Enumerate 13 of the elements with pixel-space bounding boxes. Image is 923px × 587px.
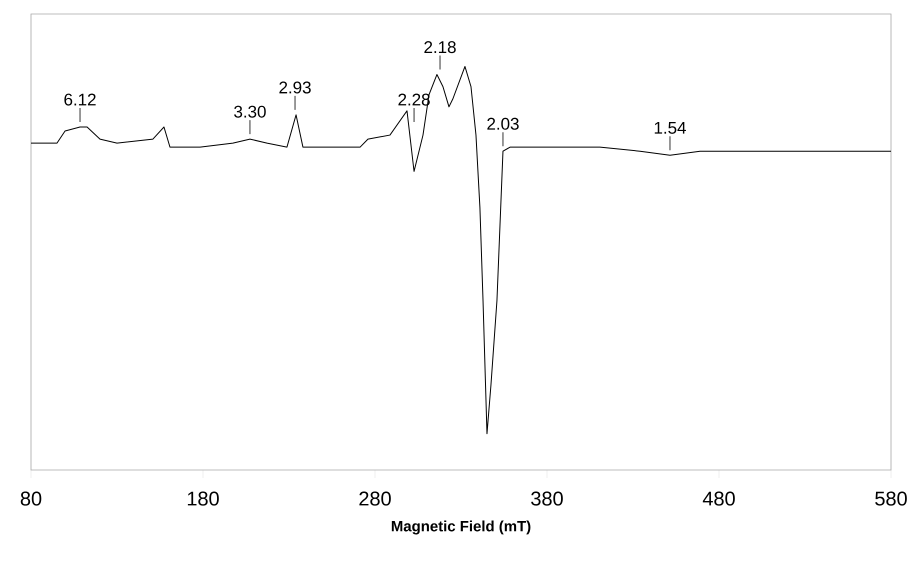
annotation: 6.12: [64, 94, 96, 106]
annotation: 1.54: [654, 122, 686, 134]
annotation: 3.30: [234, 106, 266, 118]
annotation: 2.03: [487, 118, 519, 130]
annotation: 2.18: [424, 41, 456, 54]
x-tick-label: 480: [702, 492, 735, 506]
x-axis-title: Magnetic Field (mT): [392, 520, 530, 534]
annotation: 2.93: [279, 81, 311, 94]
x-tick-label: 180: [188, 492, 219, 506]
x-tick-label: 280: [359, 492, 391, 506]
x-tick-label: 580: [875, 492, 907, 506]
x-tick-label: 80: [20, 492, 42, 506]
x-tick-label: 380: [531, 492, 563, 506]
